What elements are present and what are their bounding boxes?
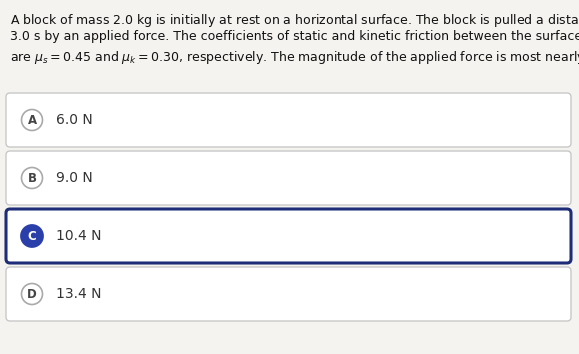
Text: A: A	[27, 114, 36, 126]
FancyBboxPatch shape	[6, 93, 571, 147]
Circle shape	[21, 167, 42, 188]
Circle shape	[21, 284, 42, 304]
Circle shape	[21, 225, 42, 246]
Text: A block of mass 2.0 kg is initially at rest on a horizontal surface. The block i: A block of mass 2.0 kg is initially at r…	[10, 11, 579, 30]
Text: 9.0 N: 9.0 N	[56, 171, 93, 185]
Text: 6.0 N: 6.0 N	[56, 113, 93, 127]
FancyBboxPatch shape	[6, 209, 571, 263]
Text: 13.4 N: 13.4 N	[56, 287, 101, 301]
Text: D: D	[27, 287, 37, 301]
FancyBboxPatch shape	[6, 267, 571, 321]
Text: B: B	[27, 171, 36, 184]
Text: 10.4 N: 10.4 N	[56, 229, 101, 243]
FancyBboxPatch shape	[6, 151, 571, 205]
Text: are $\mu_s = 0.45$ and $\mu_k = 0.30$, respectively. The magnitude of the applie: are $\mu_s = 0.45$ and $\mu_k = 0.30$, r…	[10, 49, 579, 66]
Text: C: C	[28, 229, 36, 242]
Text: 3.0 s by an applied force. The coefficients of static and kinetic friction betwe: 3.0 s by an applied force. The coefficie…	[10, 30, 579, 43]
Circle shape	[21, 109, 42, 131]
